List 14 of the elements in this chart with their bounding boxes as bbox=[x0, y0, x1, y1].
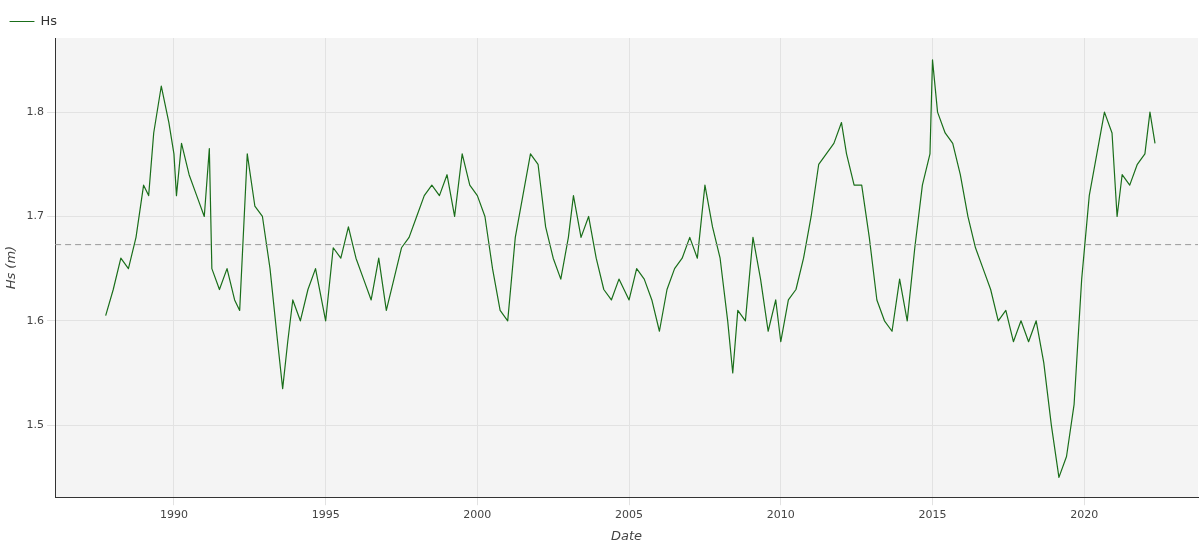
legend-label: Hs bbox=[40, 12, 58, 28]
x-tick-label: 2020 bbox=[1070, 507, 1099, 521]
x-tick-label: 1995 bbox=[311, 507, 340, 521]
y-tick-label: 1.5 bbox=[26, 418, 45, 432]
x-tick-label: 2015 bbox=[918, 507, 947, 521]
x-tick-label: 2005 bbox=[615, 507, 644, 521]
y-tick-label: 1.6 bbox=[26, 313, 45, 327]
y-tick-label: 1.8 bbox=[26, 104, 45, 118]
y-axis-title: Hs (m) bbox=[3, 245, 19, 290]
x-tick-label: 1990 bbox=[159, 507, 188, 521]
y-tick-label: 1.7 bbox=[26, 209, 45, 223]
x-axis-title: Date bbox=[611, 527, 643, 543]
x-tick-label: 2000 bbox=[463, 507, 492, 521]
x-tick-label: 2010 bbox=[766, 507, 795, 521]
